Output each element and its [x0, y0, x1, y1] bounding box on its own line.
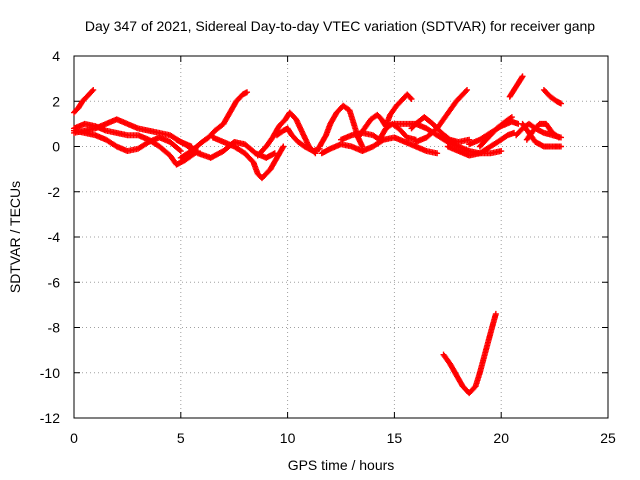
data-point	[558, 100, 565, 107]
data-point	[492, 310, 499, 317]
series-track-01	[71, 86, 97, 116]
chart-title: Day 347 of 2021, Sidereal Day-to-day VTE…	[85, 18, 595, 34]
x-axis-label: GPS time / hours	[288, 457, 395, 473]
series-track-07	[209, 134, 287, 182]
y-tick-label: -6	[48, 274, 61, 290]
series-track-08	[254, 109, 319, 159]
grid-lines	[74, 56, 608, 418]
x-tick-label: 10	[280, 430, 296, 446]
data-point	[555, 134, 562, 141]
y-tick-label: -12	[40, 410, 60, 426]
series-track-24	[540, 86, 565, 107]
series-track-23	[523, 120, 562, 143]
series-track-15	[408, 114, 473, 145]
y-tick-label: 2	[52, 93, 60, 109]
y-tick-label: -8	[48, 320, 61, 336]
y-tick-label: -2	[48, 184, 61, 200]
x-tick-label: 15	[387, 430, 403, 446]
series-track-06	[177, 89, 251, 161]
data-point	[408, 95, 415, 102]
series-track-13	[355, 91, 415, 141]
series-track-20	[506, 73, 526, 100]
series-track-25	[440, 310, 499, 397]
y-axis-label: SDTVAR / TECUs	[7, 181, 23, 293]
data-point	[177, 148, 184, 155]
data-point	[558, 143, 565, 150]
data-point	[518, 74, 525, 81]
data-point	[554, 133, 561, 140]
data-point	[519, 73, 526, 80]
data-point	[462, 88, 469, 95]
data-point	[464, 86, 471, 93]
y-tick-label: 0	[52, 139, 60, 155]
data-point	[508, 114, 515, 121]
y-tick-label: -10	[40, 365, 60, 381]
y-tick-label: 4	[52, 48, 60, 64]
data-point	[89, 88, 96, 95]
data-point	[244, 89, 251, 96]
data-marks	[71, 73, 565, 397]
x-tick-label: 0	[70, 430, 78, 446]
data-point	[176, 147, 183, 154]
axis-ticks: 0 5 10 15 20 25 -12 -10 -8 -6 -4 -2 0 2 4	[40, 48, 616, 446]
series-track-11	[318, 134, 441, 157]
series-track-16	[412, 86, 471, 145]
x-tick-label: 20	[493, 430, 509, 446]
x-tick-label: 5	[177, 430, 185, 446]
data-point	[407, 94, 414, 101]
series-track-05	[173, 136, 278, 161]
data-point	[90, 86, 97, 93]
x-tick-label: 25	[600, 430, 616, 446]
series-track-17	[444, 129, 518, 159]
series-track-22	[519, 120, 565, 150]
data-point	[507, 114, 514, 121]
data-point	[498, 148, 505, 155]
data-point	[434, 150, 441, 157]
series-track-19	[476, 114, 515, 150]
data-point	[280, 143, 287, 150]
y-tick-label: -4	[48, 229, 61, 245]
data-point	[279, 144, 286, 151]
